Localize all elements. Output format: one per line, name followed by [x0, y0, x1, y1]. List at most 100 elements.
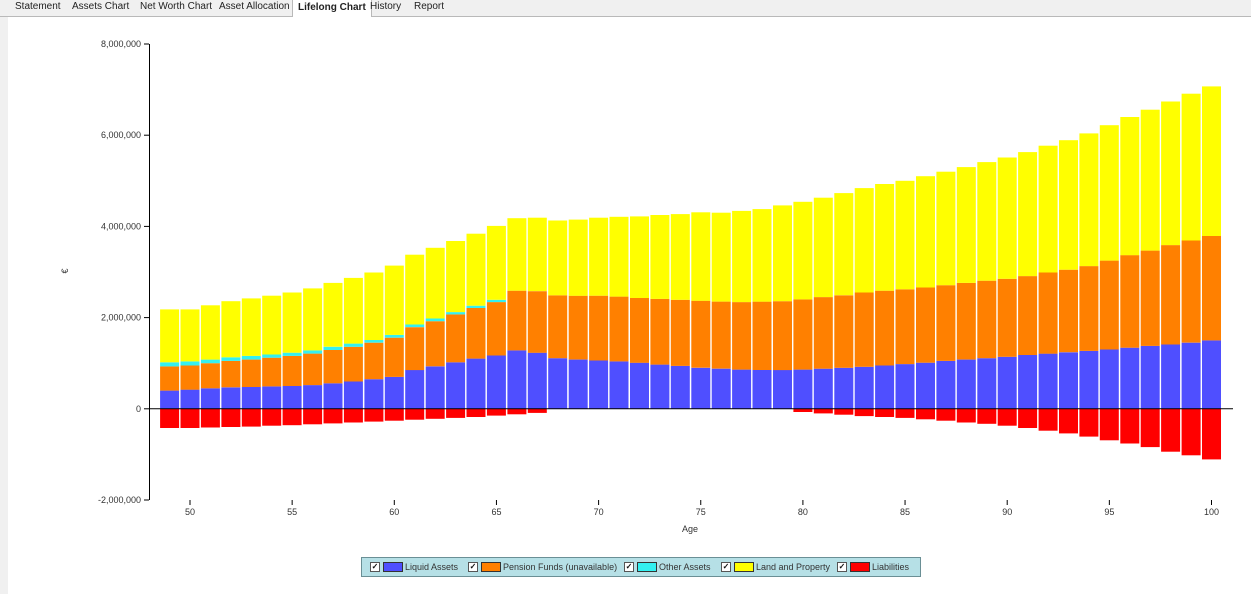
bar-pension-funds-unavailable-age-82 — [834, 295, 854, 368]
bar-liabilities-age-83 — [854, 408, 874, 417]
bar-pension-funds-unavailable-age-62 — [425, 321, 445, 367]
bar-liabilities-age-60 — [384, 408, 404, 421]
bar-land-and-property-age-78 — [752, 209, 772, 302]
bar-liabilities-age-80 — [793, 408, 813, 412]
y-tick-label: 4,000,000 — [101, 221, 141, 231]
bar-liquid-assets-age-80 — [793, 369, 813, 409]
y-tick-label: 0 — [136, 404, 141, 414]
bar-liquid-assets-age-50 — [180, 389, 200, 409]
bar-liquid-assets-age-66 — [507, 350, 527, 409]
bar-liquid-assets-age-94 — [1079, 350, 1099, 409]
bar-liquid-assets-age-58 — [343, 381, 363, 409]
bar-land-and-property-age-55 — [282, 292, 302, 353]
bar-liquid-assets-age-59 — [364, 379, 384, 409]
legend-checkbox[interactable]: ✓ — [624, 562, 634, 572]
bar-liabilities-age-87 — [936, 408, 956, 421]
bar-pension-funds-unavailable-age-94 — [1079, 266, 1099, 351]
tab-asset-allocation[interactable]: Asset Allocation — [219, 1, 290, 12]
bar-pension-funds-unavailable-age-85 — [895, 289, 915, 365]
bar-liabilities-age-63 — [446, 408, 466, 418]
bar-land-and-property-age-70 — [589, 217, 609, 296]
bar-liabilities-age-95 — [1099, 408, 1119, 441]
bar-liabilities-age-50 — [180, 408, 200, 428]
bar-pension-funds-unavailable-age-77 — [732, 302, 752, 370]
bar-liabilities-age-56 — [303, 408, 323, 425]
bar-pension-funds-unavailable-age-91 — [1018, 276, 1038, 355]
bar-liquid-assets-age-49 — [160, 390, 180, 409]
bar-pension-funds-unavailable-age-79 — [773, 301, 792, 371]
bar-land-and-property-age-95 — [1099, 125, 1119, 261]
bar-liquid-assets-age-65 — [486, 355, 506, 409]
bar-liabilities-age-52 — [221, 408, 241, 427]
bar-pension-funds-unavailable-age-59 — [364, 342, 384, 380]
bar-other-assets-age-52 — [221, 357, 241, 361]
legend-checkbox[interactable]: ✓ — [837, 562, 847, 572]
legend-checkbox[interactable]: ✓ — [370, 562, 380, 572]
legend-checkbox[interactable]: ✓ — [721, 562, 731, 572]
bar-liabilities-age-58 — [343, 408, 363, 423]
tab-lifelong-chart[interactable]: Lifelong Chart — [292, 0, 372, 17]
bar-liabilities-age-55 — [282, 408, 302, 426]
bar-land-and-property-age-88 — [956, 167, 976, 283]
bar-liabilities-age-49 — [160, 408, 180, 428]
bar-liquid-assets-age-77 — [732, 369, 752, 409]
tab-statement[interactable]: Statement — [15, 1, 61, 12]
bar-land-and-property-age-87 — [936, 171, 956, 286]
bar-liquid-assets-age-88 — [956, 359, 976, 409]
bar-pension-funds-unavailable-age-70 — [589, 295, 609, 361]
bar-other-assets-age-61 — [405, 324, 425, 328]
bar-liabilities-age-90 — [997, 408, 1017, 426]
bar-other-assets-age-49 — [160, 362, 180, 367]
bar-pension-funds-unavailable-age-69 — [568, 295, 588, 360]
tab-history[interactable]: History — [370, 1, 402, 12]
bar-pension-funds-unavailable-age-90 — [997, 278, 1017, 357]
bar-other-assets-age-62 — [425, 318, 445, 322]
bar-land-and-property-age-92 — [1038, 145, 1058, 273]
bar-land-and-property-age-51 — [200, 305, 220, 360]
bar-liquid-assets-age-75 — [691, 367, 711, 409]
bar-land-and-property-age-53 — [241, 298, 261, 356]
bar-liquid-assets-age-96 — [1120, 347, 1140, 409]
bar-liabilities-age-86 — [916, 408, 935, 420]
bar-other-assets-age-60 — [384, 334, 404, 338]
bar-pension-funds-unavailable-age-86 — [916, 287, 935, 363]
bar-liquid-assets-age-82 — [834, 367, 854, 409]
tab-bar: Statement Assets Chart Net Worth Chart A… — [0, 0, 1251, 17]
bar-pension-funds-unavailable-age-76 — [711, 301, 731, 369]
bar-land-and-property-age-100 — [1202, 86, 1221, 237]
bar-liabilities-age-97 — [1140, 408, 1160, 448]
bar-liquid-assets-age-72 — [630, 362, 649, 409]
bar-liabilities-age-84 — [875, 408, 895, 417]
bar-other-assets-age-53 — [241, 355, 261, 360]
tab-report[interactable]: Report — [414, 1, 445, 12]
bar-land-and-property-age-81 — [813, 197, 833, 298]
bar-pension-funds-unavailable-age-75 — [691, 300, 711, 368]
bar-liquid-assets-age-81 — [813, 368, 833, 409]
bar-liquid-assets-age-100 — [1202, 340, 1221, 409]
y-tick-label: 2,000,000 — [101, 313, 141, 323]
bar-liquid-assets-age-60 — [384, 376, 404, 409]
x-axis-label: Age — [682, 524, 698, 534]
legend-checkbox[interactable]: ✓ — [468, 562, 478, 572]
bar-land-and-property-age-84 — [875, 184, 895, 291]
bar-land-and-property-age-49 — [160, 309, 180, 363]
bar-pension-funds-unavailable-age-50 — [180, 365, 200, 390]
bar-land-and-property-age-66 — [507, 218, 527, 291]
bar-other-assets-age-55 — [282, 352, 302, 356]
bar-liabilities-age-88 — [956, 408, 976, 423]
bar-other-assets-age-54 — [262, 354, 282, 358]
bar-land-and-property-age-61 — [405, 254, 425, 325]
bar-liquid-assets-age-98 — [1161, 344, 1181, 409]
tab-assets-chart[interactable]: Assets Chart — [72, 1, 130, 12]
bar-pension-funds-unavailable-age-100 — [1202, 236, 1221, 341]
tab-net-worth-chart[interactable]: Net Worth Chart — [140, 1, 213, 12]
bar-liabilities-age-81 — [813, 408, 833, 414]
bar-liabilities-age-91 — [1018, 408, 1038, 428]
bar-other-assets-age-51 — [200, 359, 220, 364]
bar-land-and-property-age-72 — [630, 216, 649, 298]
bar-liquid-assets-age-83 — [854, 366, 874, 409]
y-tick-label: -2,000,000 — [98, 495, 141, 505]
bar-pension-funds-unavailable-age-99 — [1181, 240, 1201, 343]
bar-land-and-property-age-68 — [548, 220, 568, 296]
bar-liquid-assets-age-99 — [1181, 342, 1201, 409]
